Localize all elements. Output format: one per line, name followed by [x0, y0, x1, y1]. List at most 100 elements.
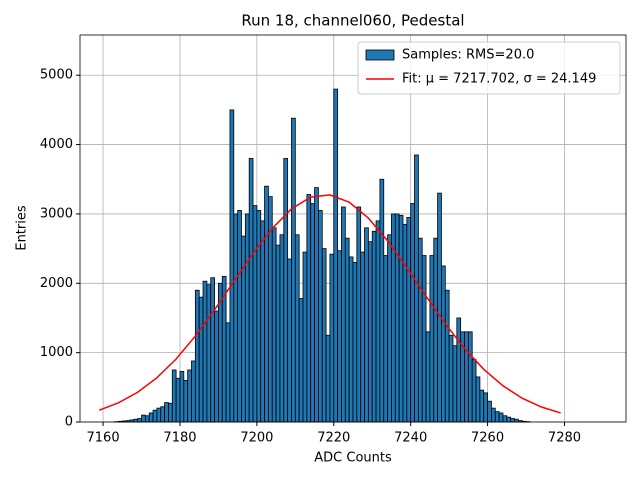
histogram-bar: [271, 227, 277, 423]
histogram-bar: [214, 310, 219, 423]
histogram-bar: [471, 359, 477, 423]
histogram-bar: [479, 389, 485, 423]
histogram-bar: [206, 284, 212, 423]
histogram-bar: [275, 244, 281, 423]
histogram-bar: [467, 331, 473, 423]
histogram-bar: [279, 234, 285, 423]
histogram-bar: [137, 418, 142, 423]
histogram-bar: [487, 400, 492, 423]
histogram-bar: [294, 234, 300, 423]
histogram-bar: [383, 255, 389, 423]
histogram-bar: [168, 402, 173, 423]
histogram-bar: [233, 213, 239, 423]
histogram-bar: [391, 213, 396, 423]
histogram-bar: [325, 334, 331, 423]
histogram-bar: [314, 187, 319, 423]
histogram-bar: [244, 213, 250, 423]
x-tick-label: 7240: [394, 431, 427, 446]
histogram-bar: [317, 210, 323, 423]
histogram-bar: [494, 411, 500, 423]
histogram-bar: [287, 258, 292, 423]
histogram-bar: [191, 360, 196, 423]
fit-line: [98, 194, 561, 414]
x-tick-label: 7220: [317, 431, 350, 446]
histogram-bar: [229, 109, 235, 423]
y-tick-label: 2000: [40, 276, 73, 291]
histogram-bar: [179, 370, 185, 423]
legend-box: [357, 41, 621, 95]
histogram-bar: [502, 415, 508, 423]
y-tick-label: 1000: [40, 345, 73, 360]
histogram-bar: [302, 251, 308, 423]
legend-label: Samples: RMS=20.0: [402, 48, 534, 63]
histogram-bar: [225, 322, 231, 423]
histogram-bar: [444, 289, 450, 423]
histogram-bar: [437, 192, 442, 423]
histogram-bar: [475, 376, 481, 423]
histogram-bar: [425, 331, 431, 423]
histogram-bar: [298, 298, 304, 423]
histogram-bar: [264, 185, 269, 423]
histogram-bar: [260, 220, 265, 423]
histogram-bar: [306, 194, 312, 423]
y-tick-label: 3000: [40, 206, 73, 221]
histogram-bar: [194, 289, 200, 423]
histogram-bar: [483, 392, 488, 423]
histogram-bar: [394, 213, 400, 423]
histogram-bar: [506, 416, 512, 423]
histogram-bar: [344, 237, 350, 423]
histogram-bar: [429, 255, 435, 423]
x-tick-label: 7260: [471, 431, 504, 446]
histogram-bar: [402, 223, 408, 423]
histogram-bar: [410, 203, 415, 423]
plot-frame: [79, 34, 627, 423]
histogram-bar: [398, 214, 404, 423]
histogram-bar: [148, 412, 154, 423]
histogram-bar: [452, 345, 458, 423]
histogram-bar: [514, 418, 519, 423]
histogram-bar: [156, 407, 162, 423]
histogram-bar: [421, 255, 427, 423]
histogram-bar: [364, 227, 369, 423]
histogram-bar: [283, 158, 289, 423]
histogram-bar: [187, 369, 192, 423]
histogram-bar: [433, 237, 438, 423]
histogram-bar: [456, 317, 462, 423]
histogram-bar: [241, 235, 246, 423]
histogram-bar: [356, 206, 362, 423]
legend-label: Fit: μ = 7217.702, σ = 24.149: [402, 72, 596, 87]
histogram-bar: [510, 418, 515, 423]
histogram-bar: [379, 178, 385, 423]
histogram-bar: [333, 88, 339, 423]
histogram-bar: [337, 250, 342, 423]
histogram-bar: [144, 415, 150, 423]
x-axis-label: ADC Counts: [314, 451, 392, 466]
x-tick-label: 7160: [87, 431, 120, 446]
histogram-bar: [310, 203, 315, 423]
histogram-bar: [367, 241, 373, 423]
histogram-bar: [248, 158, 254, 423]
histogram-bar: [252, 205, 258, 423]
histogram-bar: [321, 248, 327, 423]
histogram-bar: [498, 412, 504, 423]
histogram-bar: [164, 402, 169, 423]
histogram-bar: [406, 217, 412, 423]
histogram-bar: [171, 369, 177, 423]
histogram-bar: [160, 406, 165, 423]
x-tick-label: 7200: [240, 431, 273, 446]
histogram-bar: [183, 379, 189, 423]
histogram-bar: [371, 230, 377, 423]
x-tick-label: 7180: [163, 431, 196, 446]
y-tick-label: 0: [65, 415, 73, 430]
histogram-bar: [464, 331, 469, 423]
histogram-bar: [133, 418, 139, 423]
histogram-bar: [210, 277, 215, 423]
legend: Samples: RMS=20.0 Fit: μ = 7217.702, σ = …: [357, 41, 621, 95]
histogram-bar: [256, 210, 262, 423]
legend-swatch: [365, 49, 395, 61]
histogram-bar: [348, 256, 354, 423]
histogram-bar: [491, 407, 496, 423]
histogram-bar: [352, 262, 358, 423]
histogram-bar: [417, 237, 423, 423]
